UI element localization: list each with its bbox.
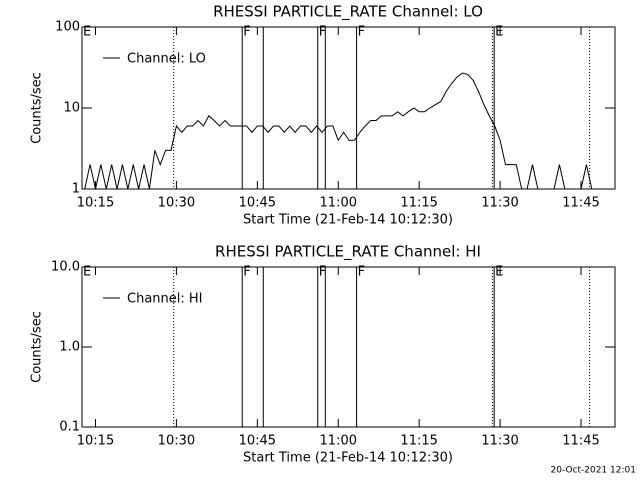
y-tick-label: 10 — [63, 101, 80, 116]
x-tick-label: 11:00 — [320, 434, 357, 449]
x-tick-label: 11:30 — [481, 196, 518, 211]
event-label: F — [358, 25, 365, 40]
event-label: E — [495, 265, 503, 280]
y-axis-label: Counts/sec — [30, 72, 45, 144]
y-axis-label: Counts/sec — [30, 311, 45, 383]
event-label: F — [243, 25, 250, 40]
event-label: F — [319, 25, 326, 40]
legend-label: Channel: HI — [127, 292, 203, 307]
x-tick-label: 10:45 — [239, 434, 276, 449]
event-label: F — [319, 265, 326, 280]
x-tick-label: 10:45 — [239, 196, 276, 211]
x-tick-label: 11:00 — [320, 196, 357, 211]
chart-title: RHESSI PARTICLE_RATE Channel: LO — [213, 3, 483, 22]
x-axis-label: Start Time (21-Feb-14 10:12:30) — [243, 213, 453, 228]
event-label: E — [495, 25, 503, 40]
event-label: E — [83, 25, 91, 40]
event-label: E — [83, 265, 91, 280]
x-tick-label: 11:15 — [400, 196, 437, 211]
x-tick-label: 11:15 — [400, 434, 437, 449]
y-tick-label: 100 — [55, 20, 80, 35]
footer: 20-Oct-2021 12:01 — [551, 466, 636, 476]
event-label: F — [358, 265, 365, 280]
x-tick-label: 10:15 — [77, 196, 114, 211]
x-tick-label: 10:30 — [158, 434, 195, 449]
data-line — [84, 72, 593, 190]
x-axis-label: Start Time (21-Feb-14 10:12:30) — [243, 451, 453, 466]
legend-label: Channel: LO — [127, 52, 206, 67]
y-tick-label: 1 — [72, 182, 80, 197]
x-tick-label: 11:45 — [562, 196, 599, 211]
x-tick-label: 10:30 — [158, 196, 195, 211]
y-tick-label: 1.0 — [59, 340, 80, 355]
chart-title: RHESSI PARTICLE_RATE Channel: HI — [215, 243, 481, 262]
y-tick-label: 0.1 — [59, 420, 80, 435]
y-tick-label: 10.0 — [51, 260, 80, 275]
event-label: F — [243, 265, 250, 280]
x-tick-label: 11:45 — [562, 434, 599, 449]
x-tick-label: 10:15 — [77, 434, 114, 449]
x-tick-label: 11:30 — [481, 434, 518, 449]
